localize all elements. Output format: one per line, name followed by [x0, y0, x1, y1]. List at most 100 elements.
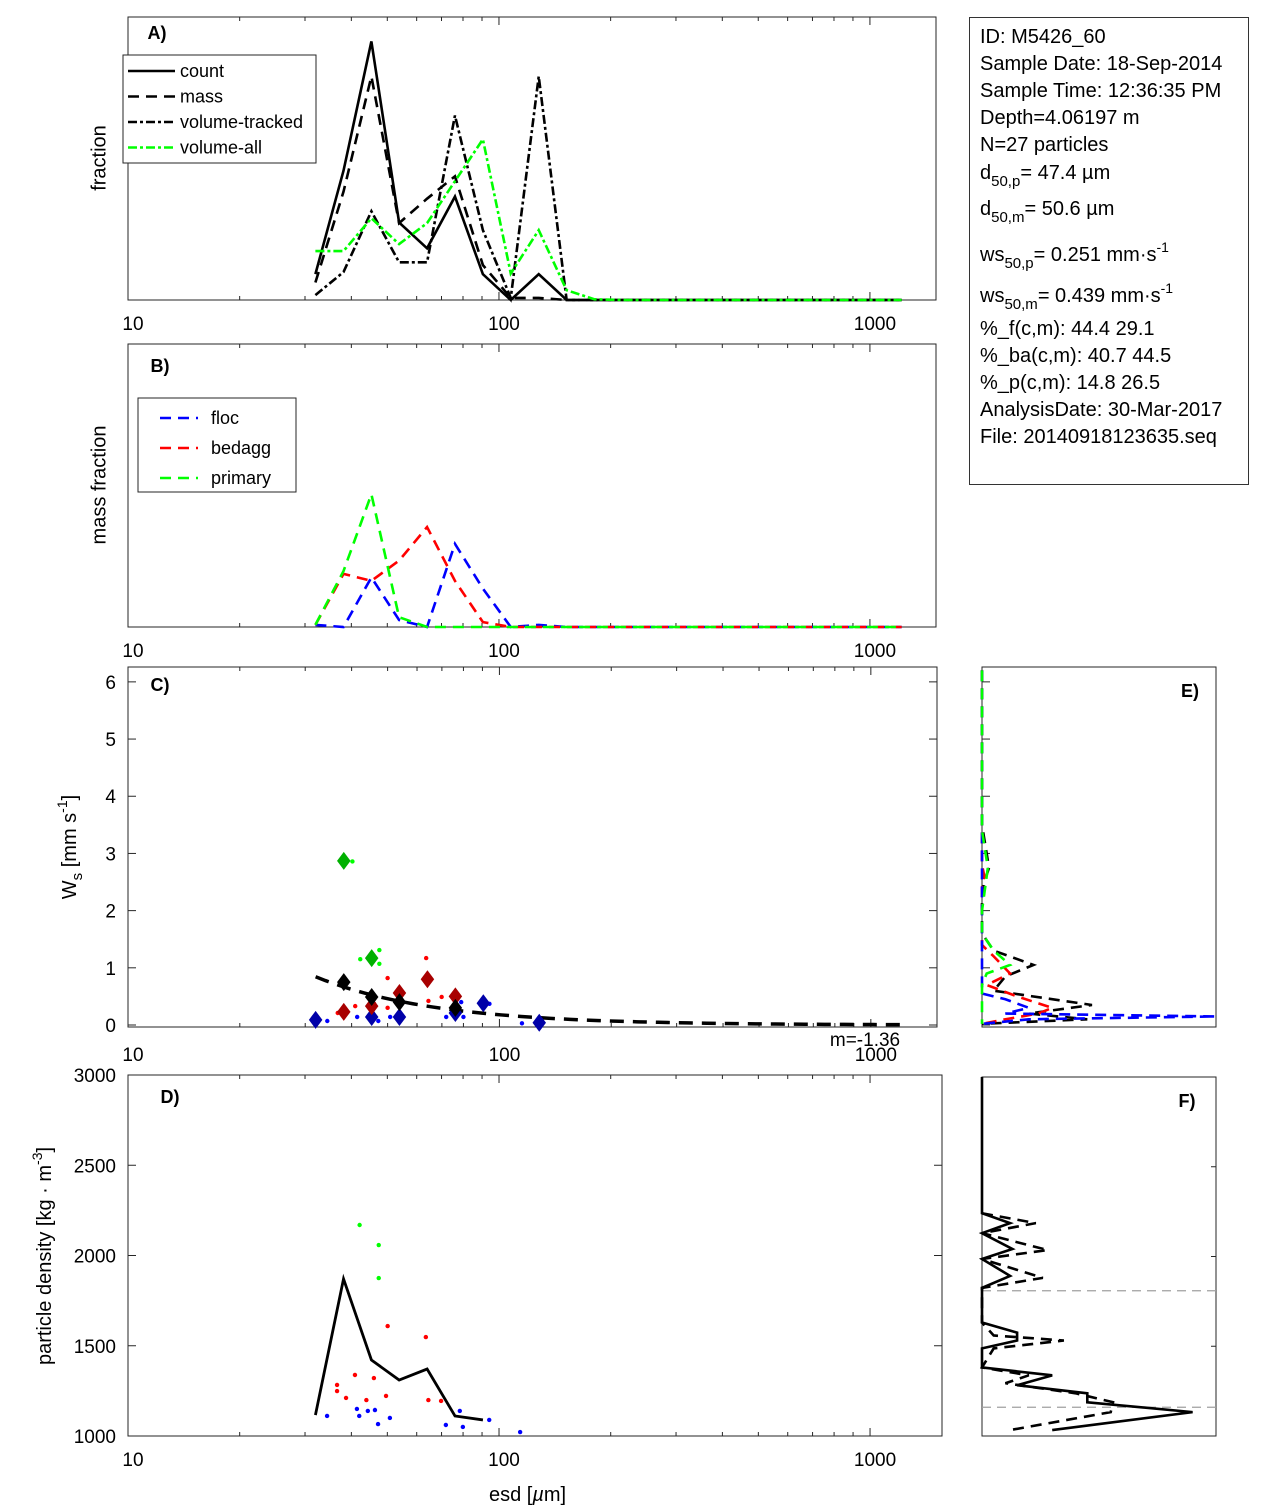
dot-floc: [458, 999, 464, 1005]
sample-info-box: ID: M5426_60 Sample Date: 18-Sep-2014 Sa…: [969, 17, 1249, 485]
dot-primary: [377, 947, 382, 953]
x-tick-label: 10: [122, 1045, 143, 1066]
dot-floc: [487, 1417, 492, 1423]
dot-floc: [325, 1018, 330, 1024]
dot-floc: [387, 1415, 393, 1421]
x-tick-label: 100: [488, 1450, 520, 1471]
info-ws50p: ws50,p= 0.251 mm·s-1: [980, 239, 1169, 272]
dot-floc: [519, 1021, 525, 1026]
info-sample-time: Sample Time: 12:36:35 PM: [980, 80, 1222, 102]
diamond-all: [448, 998, 463, 1017]
dot-floc: [354, 1014, 360, 1020]
panel-d: 10 100 1000 1000 1500 2000 2500 3000 D): [74, 1066, 943, 1471]
y-tick-label: 1: [105, 959, 116, 980]
x-tick-label: 1000: [855, 1045, 897, 1066]
x-tick-label: 1000: [854, 1450, 896, 1471]
dot-primary: [358, 957, 363, 962]
diamond-bedagg: [337, 1002, 351, 1021]
dot-primary: [350, 859, 355, 864]
axes-box: [127, 1074, 943, 1437]
series-volume-all-line: [315, 135, 902, 302]
y-tick-label: 2: [105, 902, 116, 923]
info-sample-date: Sample Date: 18-Sep-2014: [980, 53, 1223, 75]
dot-floc: [357, 1413, 362, 1419]
panel-e: E): [980, 666, 1217, 1028]
dot-floc: [372, 1407, 378, 1413]
dot-floc: [461, 1014, 466, 1020]
profile-mass-line: [979, 1211, 1115, 1432]
panel-f: F): [978, 1076, 1217, 1437]
diamond-bedagg: [420, 970, 435, 989]
legend-entry-primary: primary: [211, 468, 271, 488]
x-tick-label: 100: [488, 641, 520, 662]
x-tick-label: 10: [122, 314, 143, 335]
legend-box: [137, 397, 297, 493]
a-y-axis-label: fraction: [88, 125, 111, 191]
dot-bedagg: [371, 1375, 377, 1381]
diamond-all: [364, 987, 379, 1006]
d-x-axis-label: esd [µm]: [489, 1484, 567, 1506]
x-tick-label: 100: [488, 314, 520, 335]
info-d50m: d50,m= 50.6 µm: [980, 198, 1115, 226]
info-analysis-date: AnalysisDate: 30-Mar-2017: [980, 399, 1223, 421]
dot-bedagg: [353, 1003, 358, 1009]
y-tick-label: 1000: [74, 1427, 116, 1448]
y-tick-label: 2500: [74, 1156, 116, 1177]
diamond-bedagg: [364, 997, 379, 1016]
diamond-all: [392, 993, 407, 1012]
axes-box: [981, 1076, 1217, 1437]
legend-entry-bedagg: bedagg: [211, 438, 271, 458]
info-ws50m: ws50,m= 0.439 mm·s-1: [980, 280, 1174, 313]
legend-entry-volume-tracked: volume-tracked: [180, 112, 303, 132]
axes-box: [127, 666, 938, 1028]
dot-bedagg: [423, 1334, 429, 1340]
diamond-bedagg: [392, 983, 407, 1002]
y-tick-label: 5: [105, 730, 116, 751]
y-tick-label: 0: [105, 1016, 116, 1037]
y-tick-label: 6: [105, 673, 116, 694]
dot-floc: [365, 1408, 371, 1414]
panel-label: A): [148, 23, 167, 43]
dot-bedagg: [385, 1005, 390, 1011]
dot-bedagg: [438, 1398, 444, 1404]
x-tick-label: 100: [489, 1045, 521, 1066]
diamond-all: [337, 973, 351, 992]
info-depth: Depth=4.06197 m: [980, 107, 1140, 129]
legend-entry-volume-all: volume-all: [180, 138, 262, 158]
dot-bedagg: [426, 998, 431, 1004]
info-file: File: 20140918123635.seq: [980, 426, 1217, 448]
dot-floc: [460, 1424, 466, 1430]
panel-label: E): [1181, 681, 1199, 701]
profile-floc-line: [980, 670, 1217, 1026]
dot-floc: [517, 1429, 523, 1435]
dot-bedagg: [334, 1382, 340, 1388]
panel-b: 10 100 1000 B) floc bedagg primary: [122, 343, 937, 662]
dot-primary: [376, 1275, 381, 1281]
info-percent-bedagg: %_ba(c,m): 40.7 44.5: [980, 345, 1172, 367]
diamond-floc: [532, 1013, 546, 1032]
series-primary-line: [314, 489, 902, 629]
y-tick-label: 2000: [74, 1247, 116, 1268]
x-tick-label: 1000: [854, 641, 896, 662]
dot-bedagg: [385, 1323, 390, 1329]
diamond-floc: [364, 1007, 379, 1026]
y-tick-label: 3000: [74, 1066, 116, 1087]
b-y-axis-label: mass fraction: [88, 425, 111, 545]
legend-entry-count: count: [180, 61, 224, 81]
dot-bedagg: [383, 1393, 389, 1399]
dot-bedagg: [352, 1372, 358, 1378]
panel-label: D): [161, 1087, 180, 1107]
profile-primary-line: [980, 670, 1013, 1024]
fit-slope-label: m=-1.36: [830, 1030, 900, 1051]
dot-primary: [377, 961, 382, 967]
dot-floc: [375, 1421, 381, 1427]
info-particle-count: N=27 particles: [980, 134, 1109, 156]
y-tick-label: 1500: [74, 1337, 116, 1358]
x-tick-label: 10: [122, 641, 143, 662]
panel-c: 10 100 1000 0 1 2 3 4 5 6 m=-1.36 C): [105, 666, 938, 1066]
diamond-floc: [308, 1010, 323, 1029]
panel-label: B): [151, 356, 170, 376]
legend-entry-floc: floc: [211, 408, 239, 428]
diamond-bedagg: [448, 987, 463, 1006]
legend-entry-mass: mass: [180, 87, 223, 107]
